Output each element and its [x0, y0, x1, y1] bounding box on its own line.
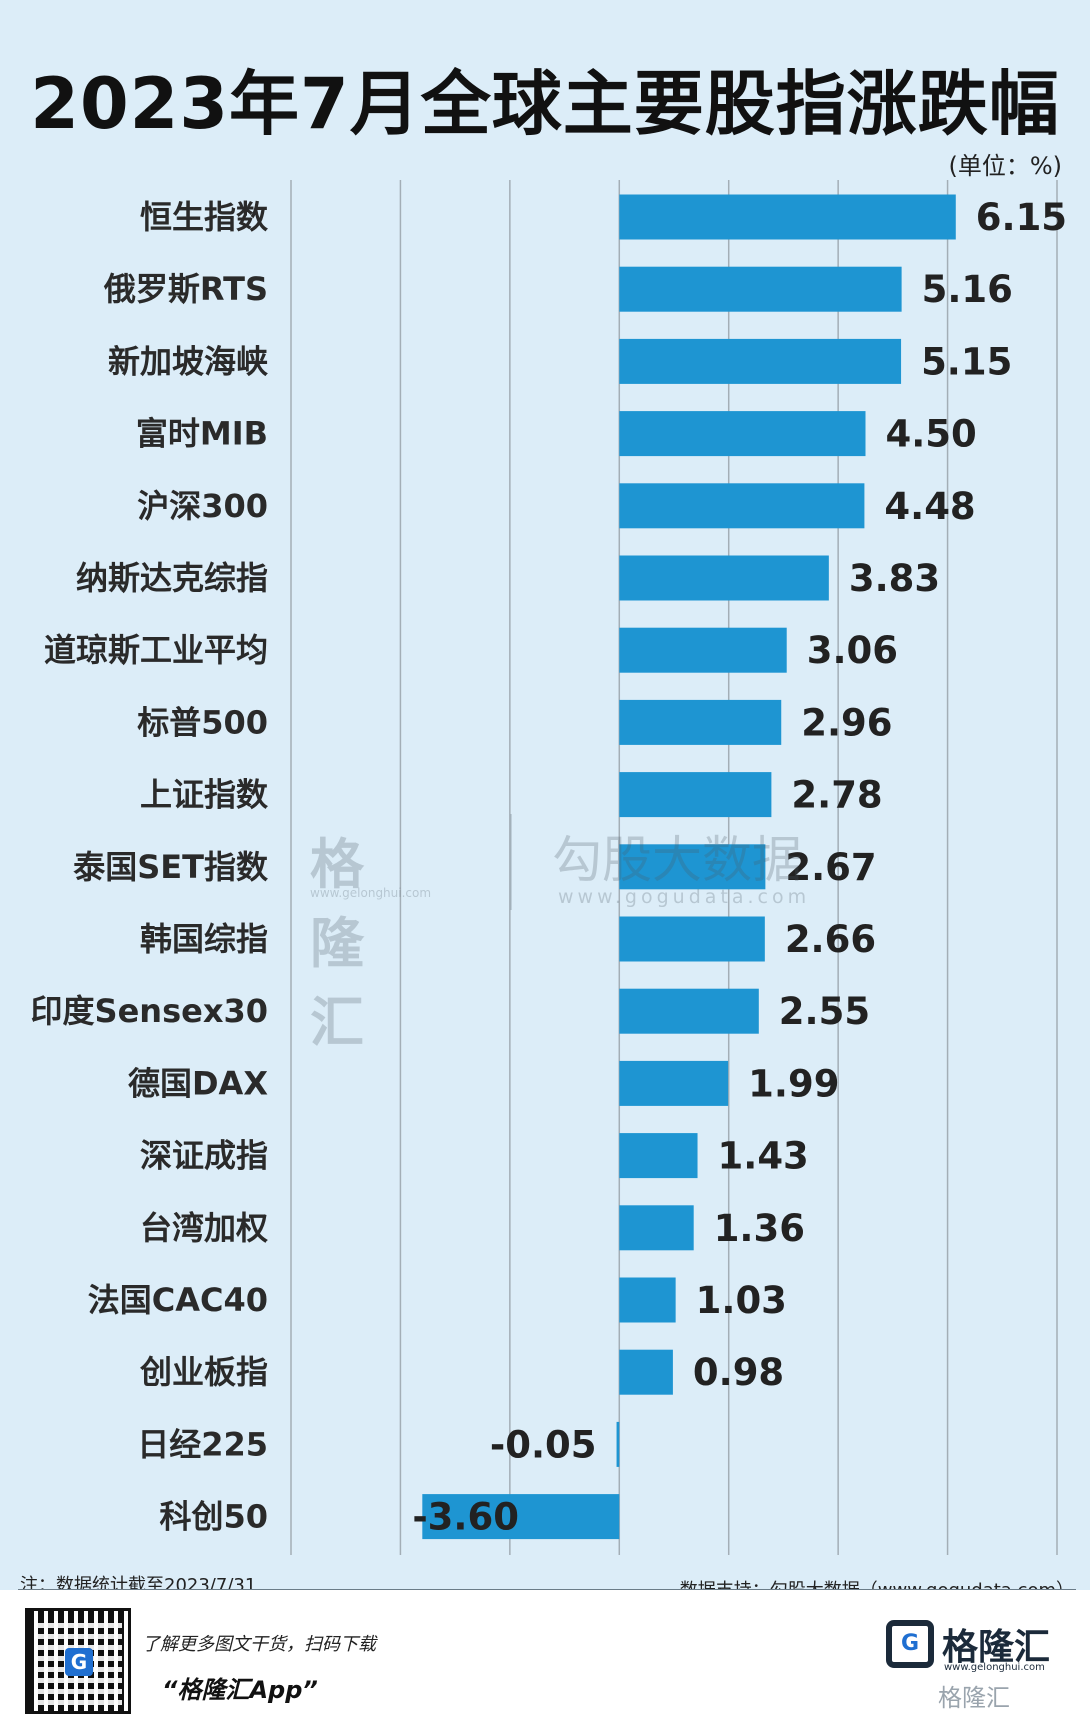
value-label: 1.36	[714, 1207, 805, 1250]
bar-chart: 恒生指数 6.15 俄罗斯RTS 5.16 新加坡海峡 5.15 富时MIB 4.50 沪深30…	[31, 180, 1067, 1555]
watermark-gogudata-url: www.gogudata.com	[558, 886, 811, 908]
promo-banner: G 了解更多图文干货，扫码下载 “格隆汇App” G 格隆汇 www.gelon…	[0, 1590, 1090, 1723]
bar	[619, 916, 765, 962]
category-label: 俄罗斯RTS	[103, 270, 268, 308]
value-label: 2.67	[785, 846, 876, 889]
value-label: 0.98	[693, 1351, 784, 1394]
category-label: 创业板指	[139, 1353, 268, 1391]
category-label: 德国DAX	[128, 1064, 268, 1102]
value-label: 3.06	[807, 629, 898, 672]
category-label: 科创50	[159, 1498, 268, 1536]
value-label: 1.03	[696, 1279, 787, 1322]
watermark-separator	[510, 814, 512, 910]
chart-title: 2023年7月全球主要股指涨跌幅	[30, 63, 1060, 145]
bar	[619, 988, 759, 1034]
watermark-gelonghui-url: www.gelonghui.com	[310, 886, 432, 900]
category-label: 深证成指	[140, 1137, 268, 1175]
category-label: 印度Sensex30	[31, 992, 268, 1030]
bar	[619, 1060, 729, 1106]
brand-g-icon: G	[886, 1620, 934, 1668]
bar	[619, 1349, 673, 1395]
bar	[619, 772, 772, 818]
bar	[619, 411, 866, 457]
promo-app-name: “格隆汇App”	[162, 1676, 318, 1704]
bar	[619, 266, 902, 312]
category-label: 新加坡海峡	[108, 342, 268, 380]
category-label: 泰国SET指数	[73, 848, 269, 886]
value-label: 5.15	[921, 340, 1012, 383]
bar	[619, 338, 902, 384]
value-label: 5.16	[922, 268, 1013, 311]
bar	[619, 483, 865, 529]
value-label: 3.83	[849, 557, 940, 600]
category-label: 日经225	[137, 1425, 268, 1463]
category-label: 台湾加权	[140, 1209, 268, 1247]
brand-name: 格隆汇	[942, 1627, 1051, 1668]
bar	[619, 844, 766, 890]
value-label: 4.50	[886, 413, 977, 456]
value-label: -3.60	[412, 1496, 519, 1539]
qr-logo-icon: G	[65, 1648, 93, 1676]
brand-subtitle: 格隆汇	[938, 1684, 1010, 1712]
bar	[619, 699, 782, 745]
bar	[616, 1421, 620, 1467]
value-label: 1.43	[718, 1135, 809, 1178]
category-label: 上证指数	[140, 776, 269, 814]
watermark-gelonghui-name: 格隆汇	[310, 833, 364, 1054]
bar	[619, 1133, 698, 1179]
category-label: 纳斯达克综指	[76, 559, 268, 597]
value-label: -0.05	[490, 1423, 597, 1466]
category-label: 标普500	[137, 703, 268, 741]
bar	[619, 1205, 694, 1251]
category-label: 法国CAC40	[88, 1281, 268, 1319]
category-label: 沪深300	[137, 487, 268, 525]
value-label: 6.15	[976, 196, 1067, 239]
bar	[619, 1277, 676, 1323]
brand-logo: G 格隆汇 www.gelonghui.com 格隆汇	[886, 1614, 1066, 1712]
value-label: 2.96	[801, 701, 892, 744]
unit-label: (单位：%)	[948, 152, 1062, 180]
watermark-gogudata-name: 勾股大数据	[552, 831, 802, 889]
promo-text: 了解更多图文干货，扫码下载	[142, 1634, 376, 1655]
category-label: 富时MIB	[136, 415, 268, 453]
value-label: 2.66	[785, 918, 876, 961]
brand-url: www.gelonghui.com	[944, 1662, 1045, 1673]
category-label: 恒生指数	[140, 198, 269, 236]
value-label: 2.78	[791, 774, 882, 817]
category-label: 道琼斯工业平均	[44, 631, 268, 669]
category-label: 韩国综指	[140, 920, 268, 958]
qr-code[interactable]: G	[25, 1608, 131, 1714]
value-label: 2.55	[779, 990, 870, 1033]
bar	[422, 1494, 620, 1540]
value-label: 1.99	[748, 1062, 839, 1105]
bar	[619, 194, 956, 240]
value-label: 4.48	[884, 485, 975, 528]
bar	[619, 555, 829, 601]
footer-divider	[18, 1589, 1076, 1590]
watermark-gogudata: 勾股大数据 www.gogudata.com	[552, 820, 806, 908]
bar	[619, 627, 787, 673]
